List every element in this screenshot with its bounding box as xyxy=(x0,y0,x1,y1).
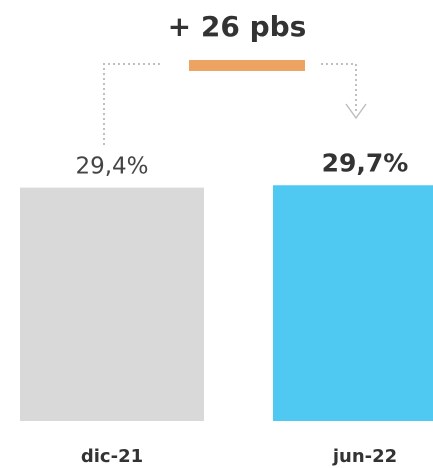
delta-bar xyxy=(189,60,305,71)
category-label-jun-22: jun-22 xyxy=(332,446,397,467)
bar-jun-22 xyxy=(273,185,433,421)
value-label-jun-22: 29,7% xyxy=(322,148,409,177)
delta-label: + 26 pbs xyxy=(168,10,307,43)
connector-left-line xyxy=(103,63,160,148)
bar-dic-21 xyxy=(20,187,204,421)
connector-right-line xyxy=(321,63,357,112)
value-label-dic-21: 29,4% xyxy=(75,154,148,180)
arrow-down-icon xyxy=(345,103,367,120)
category-label-dic-21: dic-21 xyxy=(81,446,143,467)
